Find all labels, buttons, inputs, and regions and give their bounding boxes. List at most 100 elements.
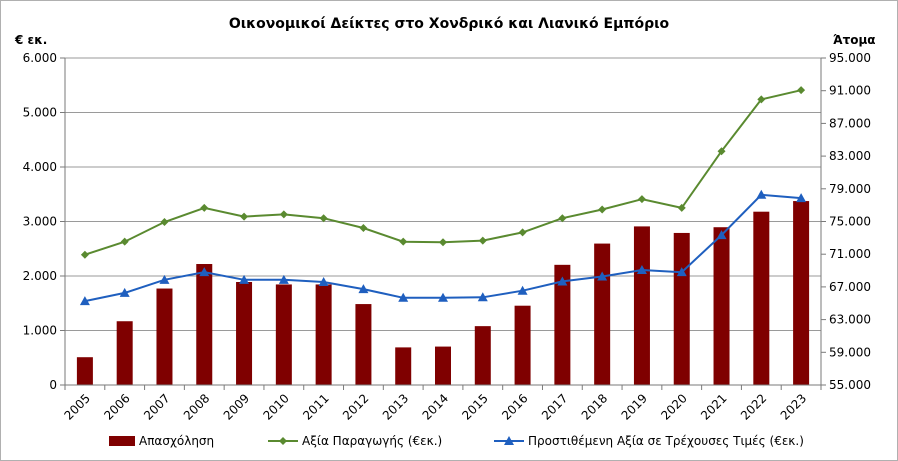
right-tick-label: 55.000 [829,378,871,392]
bar [673,232,690,385]
line-point [478,236,487,245]
x-tick-label: 2022 [738,391,769,422]
line-point [717,147,726,156]
line-point [319,214,328,223]
x-tick-label: 2013 [380,391,411,422]
right-tick-label: 95.000 [829,51,871,65]
bar [514,305,531,385]
bar [116,321,133,385]
legend-marker [504,436,514,445]
line-point [79,296,90,306]
line-point [796,193,807,203]
x-tick-label: 2016 [499,391,530,422]
bar [594,243,611,385]
left-tick-label: 0 [49,378,57,392]
bar [793,201,810,385]
left-tick-label: 5.000 [23,106,57,120]
left-tick-label: 2.000 [23,269,57,283]
right-tick-label: 83.000 [829,149,871,163]
x-tick-label: 2005 [62,391,93,422]
left-axis-unit: € εκ. [14,33,47,47]
bar [554,264,571,385]
line-point [120,237,129,246]
legend-label: Απασχόληση [139,434,214,448]
x-tick-label: 2019 [619,391,650,422]
bar [633,226,650,385]
legend-label: Προστιθέμενη Αξία σε Τρέχουσες Τιμές (€ε… [528,434,804,448]
x-tick-label: 2021 [698,391,729,422]
legend-swatch [109,436,135,446]
line-point [398,292,409,302]
legend-label: Αξία Παραγωγής (€εκ.) [302,434,442,448]
line-point [518,228,527,237]
right-tick-label: 59.000 [829,345,871,359]
left-axis-ticks: 0 1.000 2.000 3.000 4.000 5.000 6.000 [23,51,57,392]
line-point [439,238,447,247]
line-point [757,95,766,104]
right-tick-label: 63.000 [829,313,871,327]
right-tick-label: 87.000 [829,116,871,130]
bar [236,281,253,385]
line-point [636,265,647,275]
line-point [756,189,767,199]
line-point [438,292,448,302]
bar [435,346,451,385]
line-point [240,212,249,221]
right-tick-label: 75.000 [829,215,871,229]
left-tick-label: 3.000 [23,215,57,229]
line-series [79,86,807,306]
x-tick-label: 2012 [340,391,371,422]
line-point [558,214,567,223]
line-point [358,284,369,294]
bar [395,347,412,385]
right-tick-label: 91.000 [829,84,871,98]
line-point [279,210,288,219]
gridlines [65,57,821,386]
x-tick-label: 2018 [579,391,610,422]
line-point [199,267,210,277]
x-tick-label: 2015 [459,391,490,422]
line-point [637,195,646,204]
x-tick-label: 2020 [658,391,689,422]
left-tick-label: 4.000 [23,160,57,174]
x-tick-label: 2007 [141,391,172,422]
series-line [84,89,802,256]
legend-marker [279,437,287,445]
x-tick-label: 2006 [101,391,132,422]
line-point [119,287,130,297]
left-tick-label: 6.000 [23,51,57,65]
right-tick-label: 67.000 [829,280,871,294]
bar [76,357,93,385]
line-point [716,230,727,240]
line-point [160,218,169,227]
line-point [80,250,89,259]
line-point [318,276,329,286]
line-point [677,203,686,212]
right-axis-unit: Άτομα [833,33,876,47]
line-point [359,224,368,233]
bar [713,227,730,385]
chart-title: Οικονομικοί Δείκτες στο Χονδρικό και Λια… [229,16,670,32]
line-point [200,203,209,212]
line-point [477,292,488,302]
bar [196,264,213,385]
bar [753,211,770,385]
legend: Απασχόληση Αξία Παραγωγής (€εκ.) Προστιθέμ… [109,434,804,448]
line-point [797,86,806,95]
right-axis-ticks: 55.000 59.000 63.000 67.000 71.000 75.000 79.0… [829,51,871,392]
bar [474,326,491,385]
x-tick-label: 2014 [420,391,451,422]
x-axis-ticks: 2005 2006 2007 2008 2009 2010 2011 2012 2013 2014… [62,391,810,422]
line-point [159,274,170,284]
line-point [597,271,608,281]
x-tick-label: 2010 [260,391,291,422]
x-tick-label: 2017 [539,391,570,422]
left-tick-label: 1.000 [23,324,57,338]
line-point [676,267,687,277]
line-point [517,285,528,295]
line-point [399,237,408,246]
bar-series [76,201,810,385]
line-point [598,205,607,214]
